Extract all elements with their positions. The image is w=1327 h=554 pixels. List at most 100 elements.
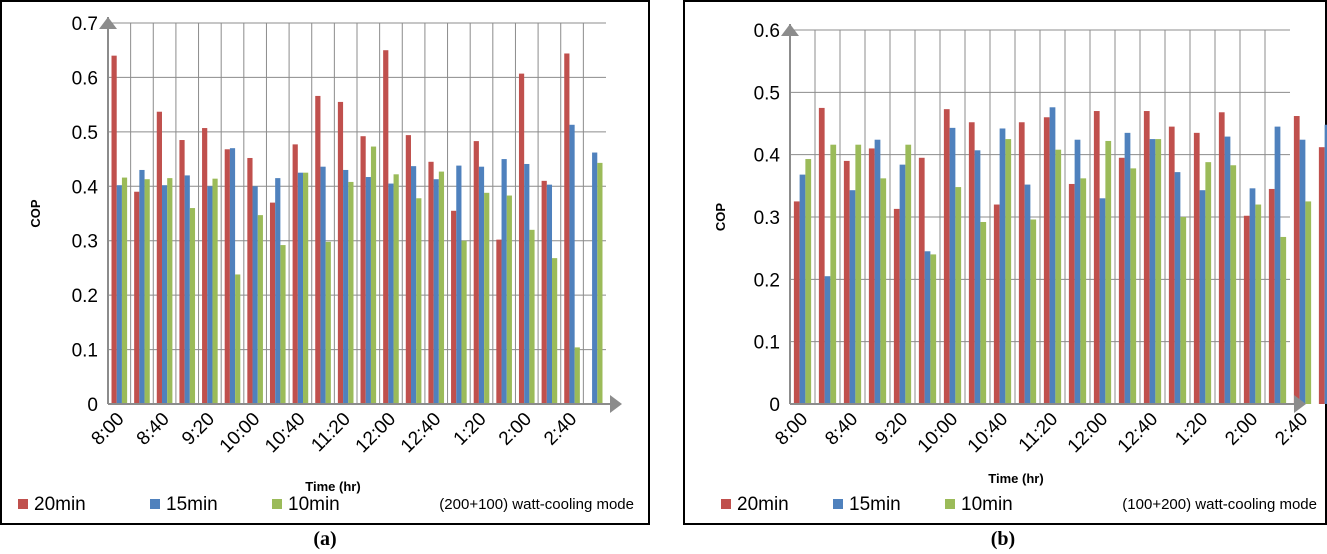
bar-10min	[1155, 139, 1162, 405]
bar-20min	[383, 50, 389, 404]
bar-10min	[325, 241, 331, 404]
y-tick-label: 0.5	[754, 83, 780, 104]
bar-20min	[405, 135, 411, 404]
chart-panel-a: 0 0.1 0.2 0.3 0.4 0.5 0.6 0.7 8:00 8:40 9:20 10:00 1…	[0, 0, 650, 554]
y-axis-title: COP	[28, 199, 43, 228]
bar-20min	[1243, 215, 1250, 404]
bar-20min	[451, 210, 457, 404]
bar-15min	[1024, 184, 1031, 404]
bar-20min	[202, 128, 208, 404]
bar-10min	[880, 178, 887, 404]
bar-15min	[229, 148, 236, 404]
bar-15min	[139, 169, 145, 404]
legend-15min-swatch	[150, 499, 160, 509]
bar-10min	[370, 146, 377, 404]
bar-20min	[315, 95, 321, 404]
caption-b: (b)	[990, 528, 1016, 550]
bar-20min	[292, 144, 298, 404]
x-axis-arrow	[1294, 395, 1306, 413]
bar-10min	[506, 195, 512, 404]
bar-20min	[1093, 111, 1100, 405]
bar-20min	[1318, 147, 1325, 405]
bar-15min	[320, 166, 326, 404]
bar-20min	[1068, 183, 1075, 404]
bar-10min	[1180, 217, 1187, 404]
bar-20min	[893, 208, 900, 404]
bar-15min	[1324, 124, 1327, 404]
bar-15min	[824, 276, 831, 404]
bar-20min	[868, 148, 875, 404]
bar-20min	[1168, 126, 1175, 404]
legend-20min-label: 20min	[737, 494, 789, 515]
bar-10min	[280, 245, 286, 404]
bar-15min	[999, 128, 1006, 404]
bar-15min	[949, 127, 956, 404]
bar-15min	[501, 159, 507, 404]
bar-10min	[905, 144, 912, 404]
bar-15min	[1224, 136, 1231, 404]
bar-20min	[541, 180, 547, 404]
bar-10min	[235, 274, 241, 404]
y-axis-arrow	[99, 17, 117, 29]
bar-10min	[574, 347, 580, 404]
bar-15min	[433, 179, 439, 404]
bar-10min	[1080, 178, 1087, 404]
bar-10min	[552, 258, 558, 404]
caption-a: (a)	[313, 528, 337, 550]
bar-10min	[597, 162, 603, 404]
bar-20min	[224, 149, 230, 404]
bar-10min	[855, 144, 862, 404]
bar-20min	[518, 73, 525, 405]
bar-20min	[1043, 117, 1050, 405]
chart-panel-b: 0 0.1 0.2 0.3 0.4 0.5 0.6 8:00 8:40 9:20 10:00 10:4…	[683, 0, 1327, 554]
bar-20min	[247, 157, 253, 404]
bar-15min	[1199, 190, 1206, 404]
bar-10min	[1030, 219, 1037, 404]
bar-15min	[1249, 188, 1256, 404]
chart-a-svg: 00.10.20.30.40.50.60.78:00 8:40 9:2010:001…	[0, 0, 650, 525]
y-tick-label: 0.2	[72, 286, 98, 307]
bar-20min	[156, 111, 162, 405]
bar-15min	[569, 124, 575, 404]
bar-20min	[269, 202, 276, 404]
y-tick-label: 0.4	[72, 177, 99, 198]
bar-10min	[189, 208, 196, 404]
bar-10min	[438, 171, 445, 404]
bar-20min	[134, 191, 140, 404]
bar-15min	[874, 139, 881, 404]
bar-10min	[257, 215, 263, 404]
bar-20min	[918, 157, 925, 404]
x-axis-title: Time (hr)	[305, 479, 360, 494]
y-tick-label: 0.4	[754, 146, 781, 167]
y-tick-label: 0	[769, 395, 780, 416]
bar-15min	[1074, 139, 1081, 404]
bar-10min	[461, 240, 467, 404]
bar-20min	[428, 161, 434, 404]
y-tick-label: 0.3	[72, 232, 98, 253]
y-tick-label: 0.2	[754, 270, 780, 291]
bar-10min	[484, 192, 490, 404]
bar-20min	[179, 140, 185, 404]
bar-10min	[930, 254, 937, 404]
x-axis-title: Time (hr)	[988, 471, 1043, 486]
bar-20min	[111, 55, 117, 405]
legend-10min-swatch	[272, 499, 282, 509]
bar-15min	[1049, 107, 1056, 404]
bar-20min	[1018, 122, 1025, 405]
bar-15min	[275, 178, 281, 404]
chart-b-svg: 00.10.20.30.40.50.68:00 8:40 9:20 10:00 10:4…	[683, 0, 1327, 525]
bar-20min	[1293, 116, 1300, 405]
bar-10min	[830, 144, 837, 404]
bar-20min	[1218, 112, 1225, 404]
bar-10min	[144, 179, 150, 404]
y-tick-label: 0.1	[72, 341, 98, 362]
bar-15min	[297, 172, 304, 404]
bar-20min	[793, 201, 800, 404]
bar-15min	[1149, 139, 1156, 405]
bar-20min	[968, 122, 975, 405]
bar-20min	[943, 109, 950, 404]
bar-10min	[1230, 165, 1237, 404]
bar-15min	[524, 163, 530, 404]
legend-20min-swatch	[18, 499, 28, 509]
bar-20min	[473, 141, 479, 405]
